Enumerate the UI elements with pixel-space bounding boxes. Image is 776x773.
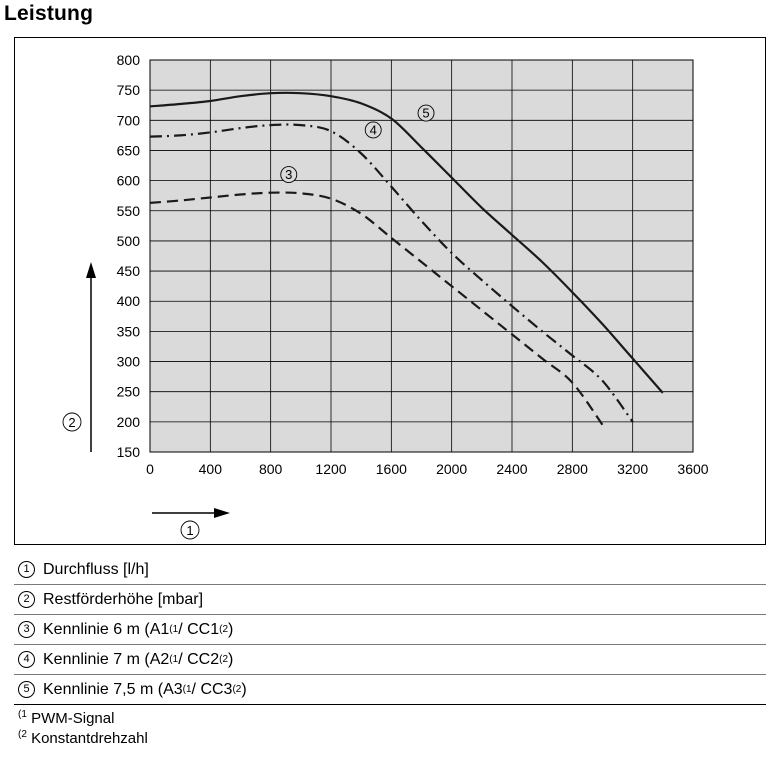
y-axis-marker-icon <box>62 412 82 432</box>
y-tick-label: 500 <box>117 233 141 249</box>
series-line-3 <box>149 191 604 426</box>
series-line-5 <box>149 91 664 394</box>
y-tick-label: 250 <box>117 384 141 400</box>
legend-text: ) <box>241 680 247 698</box>
marker-4-icon: 4 <box>18 651 35 668</box>
y-tick-label: 650 <box>117 142 141 158</box>
legend-text: Kennlinie 7 m (A2 <box>43 650 170 668</box>
curve-label-5-icon <box>417 104 435 122</box>
footnote-marker: (2 <box>18 729 27 740</box>
y-tick-label: 300 <box>117 354 141 370</box>
legend-item-curve-5: 5 Kennlinie 7,5 m (A3 (1 / CC3 (2) <box>14 675 766 705</box>
curve-label-4-icon <box>364 121 382 139</box>
legend-item-head: 2 Restförderhöhe [mbar] <box>14 585 766 615</box>
legend-text: / CC3 <box>191 680 233 698</box>
legend-text: Kennlinie 7,5 m (A3 <box>43 680 183 698</box>
y-tick-label: 750 <box>117 82 141 98</box>
y-axis-arrow-head-icon <box>86 262 96 278</box>
plot-border <box>149 59 694 453</box>
x-tick-label: 2400 <box>496 461 527 477</box>
curve-label-5-label: 5 <box>422 106 429 121</box>
x-tick-label: 3600 <box>677 461 708 477</box>
x-tick-label: 2800 <box>557 461 588 477</box>
x-axis-marker-icon <box>180 520 200 540</box>
marker-1-icon: 1 <box>18 561 35 578</box>
footnote-marker: (1 <box>18 709 27 720</box>
x-tick-label: 400 <box>199 461 223 477</box>
marker-2-icon: 2 <box>18 591 35 608</box>
chart-frame <box>14 37 766 545</box>
legend-item-curve-3: 3 Kennlinie 6 m (A1 (1 / CC1 (2) <box>14 615 766 645</box>
page-title: Leistung <box>4 2 94 25</box>
y-tick-label: 600 <box>117 173 141 189</box>
legend-text: / CC2 <box>178 650 220 668</box>
y-tick-label: 450 <box>117 263 141 279</box>
footnote-text: Konstantdrehzahl <box>26 730 148 747</box>
legend: 1 Durchfluss [l/h] 2 Restförderhöhe [mba… <box>14 555 766 705</box>
y-tick-label: 400 <box>117 293 141 309</box>
x-tick-label: 1200 <box>315 461 346 477</box>
plot-area <box>150 60 693 452</box>
curve-label-3-label: 3 <box>285 167 292 182</box>
legend-item-curve-4: 4 Kennlinie 7 m (A2 (1 / CC2 (2) <box>14 645 766 675</box>
x-tick-label: 2000 <box>436 461 467 477</box>
y-tick-label: 200 <box>117 414 141 430</box>
footnote-1: (1 PWM-Signal <box>18 709 115 728</box>
y-axis-marker-label: 2 <box>68 415 75 430</box>
legend-text: ) <box>228 650 234 668</box>
y-tick-label: 150 <box>117 444 141 460</box>
marker-3-icon: 3 <box>18 621 35 638</box>
x-tick-label: 0 <box>146 461 154 477</box>
y-tick-label: 700 <box>117 112 141 128</box>
curve-label-4-label: 4 <box>370 122 377 137</box>
marker-5-icon: 5 <box>18 681 35 698</box>
series-line-4 <box>149 123 634 423</box>
legend-text: Durchfluss [l/h] <box>43 560 149 578</box>
y-tick-label: 800 <box>117 52 141 68</box>
legend-text: Kennlinie 6 m (A1 <box>43 620 170 638</box>
x-tick-label: 3200 <box>617 461 648 477</box>
x-axis-marker-label: 1 <box>186 523 193 538</box>
x-tick-label: 1600 <box>376 461 407 477</box>
legend-text: / CC1 <box>178 620 220 638</box>
footnote-2: (2 Konstantdrehzahl <box>18 729 148 748</box>
legend-text: ) <box>228 620 234 638</box>
x-axis-arrow-head-icon <box>214 508 230 518</box>
y-tick-label: 350 <box>117 323 141 339</box>
legend-text: Restförderhöhe [mbar] <box>43 590 204 608</box>
performance-chart: 0 400 800 1200 1600 2000 2400 2800 3200 360015020… <box>62 52 709 540</box>
footnote-text: PWM-Signal <box>26 710 115 727</box>
y-tick-label: 550 <box>117 203 141 219</box>
curve-label-3-icon <box>280 166 298 184</box>
legend-item-flow: 1 Durchfluss [l/h] <box>14 555 766 585</box>
x-tick-label: 800 <box>259 461 283 477</box>
